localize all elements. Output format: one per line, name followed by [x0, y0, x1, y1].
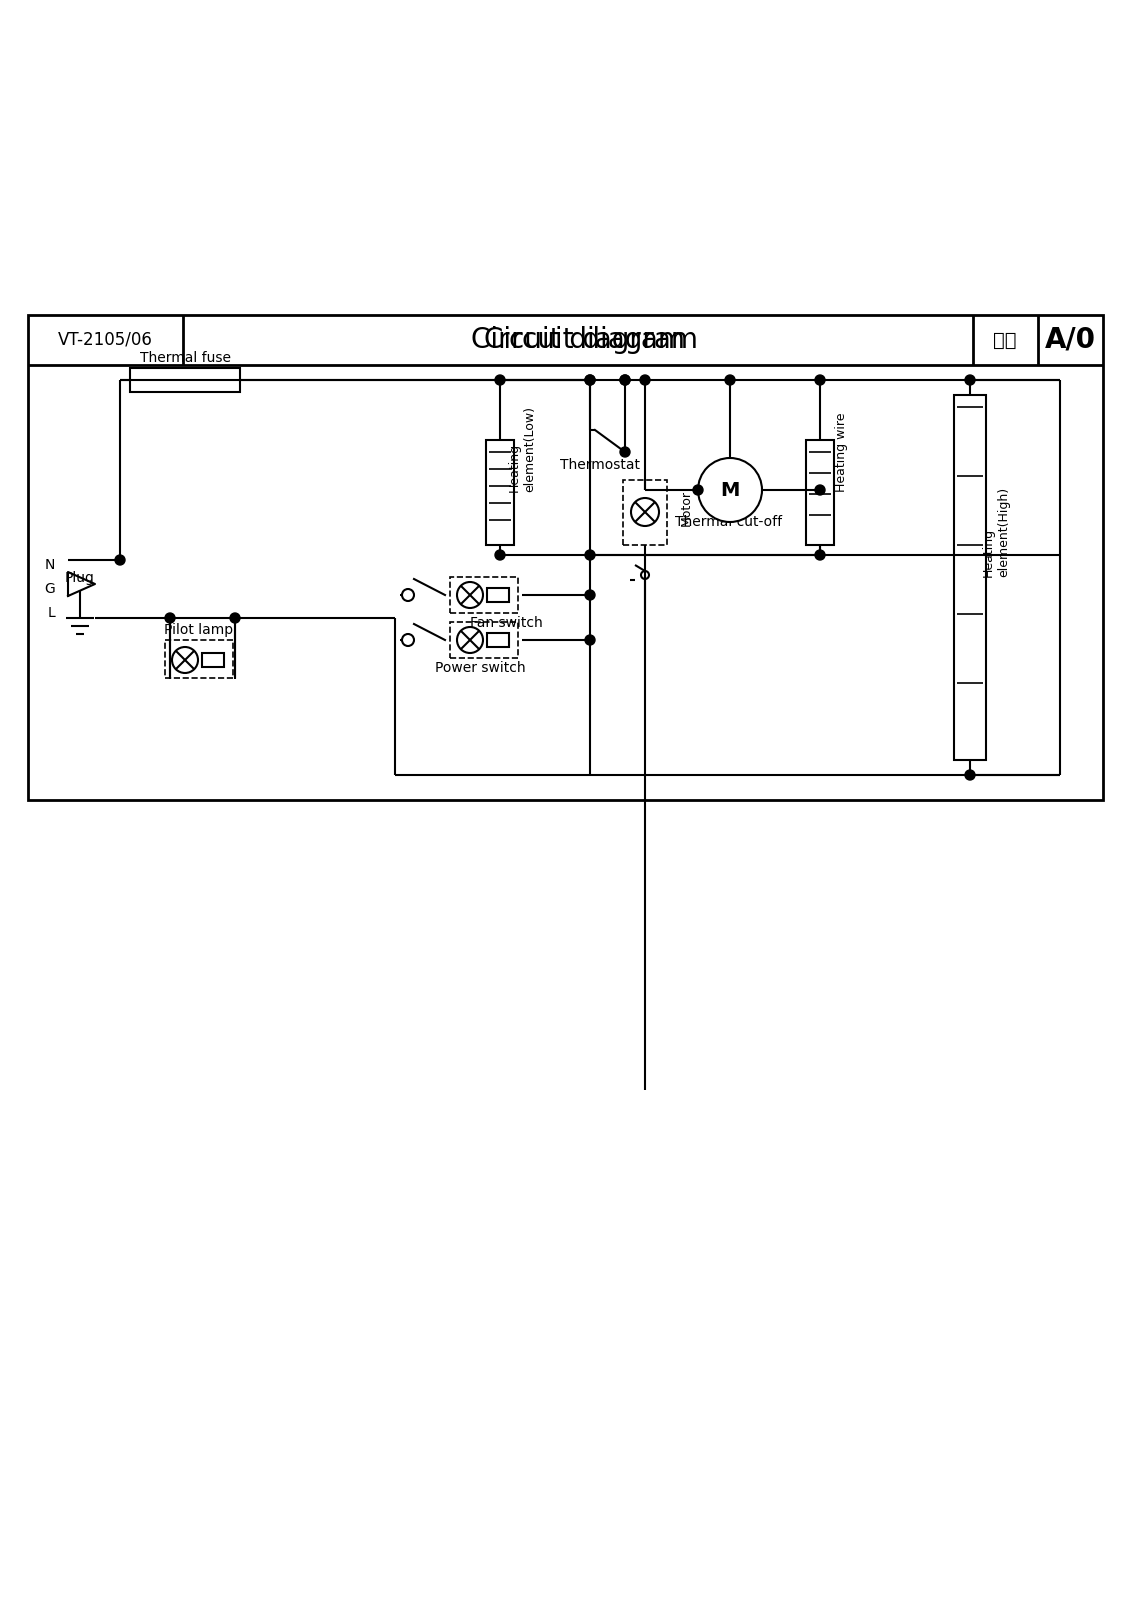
- Text: Fan switch: Fan switch: [470, 616, 543, 630]
- Circle shape: [620, 374, 630, 386]
- Circle shape: [495, 374, 506, 386]
- Text: N: N: [44, 558, 55, 573]
- Text: Motor: Motor: [680, 490, 692, 526]
- Text: Pilot lamp: Pilot lamp: [164, 622, 234, 637]
- Text: Heating wire: Heating wire: [836, 413, 848, 493]
- Circle shape: [620, 446, 630, 458]
- Text: M: M: [720, 480, 740, 499]
- Text: Heating
element(Low): Heating element(Low): [508, 406, 536, 493]
- Text: Thermostat: Thermostat: [560, 458, 640, 472]
- Text: VT-2105/06: VT-2105/06: [58, 331, 153, 349]
- Bar: [486, 440, 513, 546]
- Text: G: G: [44, 582, 55, 595]
- Circle shape: [585, 374, 595, 386]
- Bar: [487, 634, 509, 646]
- Bar: [450, 622, 518, 658]
- Bar: [623, 480, 667, 546]
- Text: Thermal cut-off: Thermal cut-off: [675, 515, 783, 530]
- Circle shape: [585, 635, 595, 645]
- Circle shape: [815, 374, 824, 386]
- Bar: [202, 653, 224, 667]
- Circle shape: [230, 613, 240, 622]
- Circle shape: [585, 374, 595, 386]
- Text: Power switch: Power switch: [435, 661, 526, 675]
- Text: L: L: [48, 606, 55, 619]
- Circle shape: [620, 374, 630, 386]
- Bar: [450, 578, 518, 613]
- Circle shape: [698, 458, 762, 522]
- Text: Circuit diagram: Circuit diagram: [470, 326, 685, 354]
- Circle shape: [585, 550, 595, 560]
- Bar: [487, 587, 509, 602]
- Circle shape: [115, 555, 126, 565]
- Circle shape: [495, 550, 506, 560]
- Text: Heating
element(High): Heating element(High): [982, 486, 1010, 578]
- Bar: [806, 440, 834, 546]
- Circle shape: [165, 613, 175, 622]
- Circle shape: [815, 485, 824, 494]
- Circle shape: [965, 770, 975, 781]
- Circle shape: [640, 374, 650, 386]
- Bar: [130, 368, 240, 392]
- Circle shape: [965, 374, 975, 386]
- Circle shape: [585, 590, 595, 600]
- Bar: [165, 640, 233, 678]
- Circle shape: [725, 374, 735, 386]
- Text: Plug: Plug: [66, 571, 95, 586]
- Circle shape: [693, 485, 703, 494]
- Circle shape: [815, 550, 824, 560]
- Text: A/0: A/0: [1045, 326, 1096, 354]
- Text: Thermal fuse: Thermal fuse: [139, 350, 231, 365]
- Bar: [955, 395, 986, 760]
- Text: 版次: 版次: [993, 331, 1017, 349]
- Bar: [28, 315, 1103, 800]
- Text: Circuit diagram: Circuit diagram: [484, 326, 698, 354]
